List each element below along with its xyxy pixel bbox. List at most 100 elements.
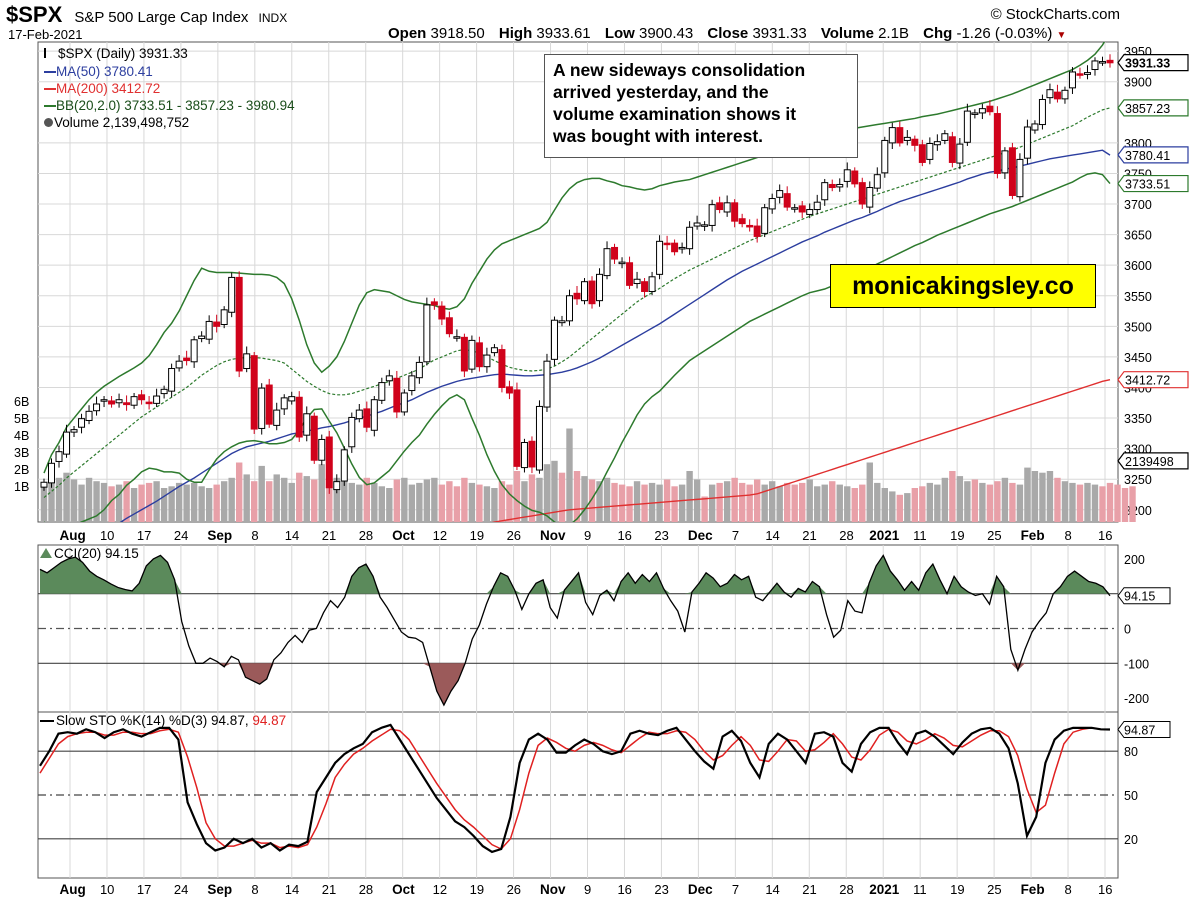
volume-bar [453, 486, 461, 522]
x-tick-label: 14 [765, 882, 779, 897]
candle-body [370, 399, 378, 431]
volume-bar [378, 486, 386, 522]
x-tick-label: 7 [732, 528, 739, 543]
volume-bar [70, 479, 78, 522]
candle-body [453, 336, 461, 339]
open-value: 3918.50 [430, 25, 485, 42]
volume-bar [1009, 482, 1016, 522]
x-tick-label: Dec [688, 528, 713, 543]
x-tick-label: 14 [765, 528, 779, 543]
candle-body [490, 347, 498, 354]
volume-bar [431, 477, 438, 522]
volume-bar [438, 484, 446, 522]
volume-bar [626, 486, 633, 522]
price-tick-label: 3500 [1124, 320, 1152, 334]
volume-value: 2.1B [878, 25, 909, 42]
candle-body [738, 218, 746, 225]
price-flag-label: 3412.72 [1125, 374, 1170, 388]
cci-line [39, 554, 1111, 707]
candle-body [280, 397, 288, 410]
volume-bar [468, 482, 476, 522]
volume-bar [250, 481, 258, 522]
volume-bar [160, 488, 168, 522]
volume-bar [348, 482, 355, 522]
volume-bar [911, 488, 919, 522]
candle-body [100, 399, 108, 402]
volume-bar [1054, 477, 1061, 522]
volume-bar [949, 471, 956, 522]
x-tick-label: 24 [174, 528, 188, 543]
volume-bar [506, 484, 513, 522]
volume-bar [138, 484, 145, 522]
candle-body [318, 438, 326, 461]
candle-body [70, 429, 78, 433]
x-tick-label: Aug [60, 882, 86, 897]
volume-bar [318, 464, 325, 522]
candle-body [828, 183, 836, 189]
x-tick-label: 26 [507, 528, 521, 543]
volume-tick-label: 5B [14, 412, 29, 426]
volume-bar [919, 486, 926, 522]
cci-tick-label: 200 [1124, 553, 1145, 567]
candle-body [543, 360, 551, 408]
volume-bar [513, 471, 521, 522]
candle-body [873, 174, 881, 189]
candle-body [235, 276, 243, 372]
volume-bar [115, 484, 123, 522]
candle-body [611, 246, 619, 260]
price-tick-label: 3900 [1124, 76, 1152, 90]
x-tick-label: 19 [950, 882, 964, 897]
low-value: 3900.43 [639, 25, 694, 42]
cci-overbought-fill [40, 555, 1110, 594]
volume-bar [716, 482, 723, 522]
candle-body [273, 409, 281, 426]
price-flag-label: 2139498 [1125, 455, 1174, 469]
price-tick-label: 3450 [1124, 351, 1152, 365]
candle-body [798, 205, 806, 213]
volume-bar [566, 428, 573, 522]
candle-body [528, 440, 536, 468]
candle-body [168, 368, 176, 392]
x-tick-label: 25 [987, 528, 1001, 543]
x-tick-label: 14 [285, 882, 299, 897]
x-tick-label: 21 [322, 882, 336, 897]
candle-body [791, 207, 799, 210]
volume-bar [941, 477, 949, 522]
volume-bar [521, 481, 528, 522]
annotation-box: A new sideways consolidation arrived yes… [544, 54, 858, 158]
volume-bar [551, 460, 558, 522]
price-flag-label: 3780.41 [1125, 149, 1170, 163]
volume-bar [581, 476, 588, 522]
volume-bar [78, 484, 85, 522]
volume-bar [896, 494, 904, 522]
candle-body [783, 193, 791, 208]
volume-bar [123, 481, 130, 522]
candle-body [400, 392, 408, 413]
candle-body [505, 386, 513, 394]
legend-ma200-text: MA(200) 3412.72 [56, 81, 161, 96]
volume-tick-label: 4B [14, 429, 29, 443]
candle-body [843, 169, 851, 182]
volume-bar [536, 477, 543, 522]
volume-bar [213, 484, 220, 522]
x-tick-label: 17 [137, 528, 151, 543]
volume-bar [799, 482, 806, 522]
volume-bar [371, 482, 378, 522]
candle-body [956, 143, 964, 164]
candle-body [911, 138, 919, 146]
bb-mid-line [43, 107, 1111, 499]
volume-bar [341, 481, 348, 522]
candle-body [288, 396, 296, 402]
x-tick-label: Dec [688, 882, 713, 897]
x-tick-label: Feb [1021, 528, 1045, 543]
candle-body [888, 127, 896, 144]
annotation-line: A new sideways consolidation [553, 60, 806, 80]
legend-bb-text: BB(20,2.0) 3733.51 - 3857.23 - 3980.94 [56, 98, 295, 113]
x-tick-label: 2021 [869, 528, 900, 543]
volume-bar [994, 481, 1001, 522]
volume-bar [979, 482, 986, 522]
volume-bar [145, 482, 153, 522]
candle-body [926, 143, 934, 160]
candle-body [806, 209, 814, 215]
volume-bar [303, 476, 310, 522]
